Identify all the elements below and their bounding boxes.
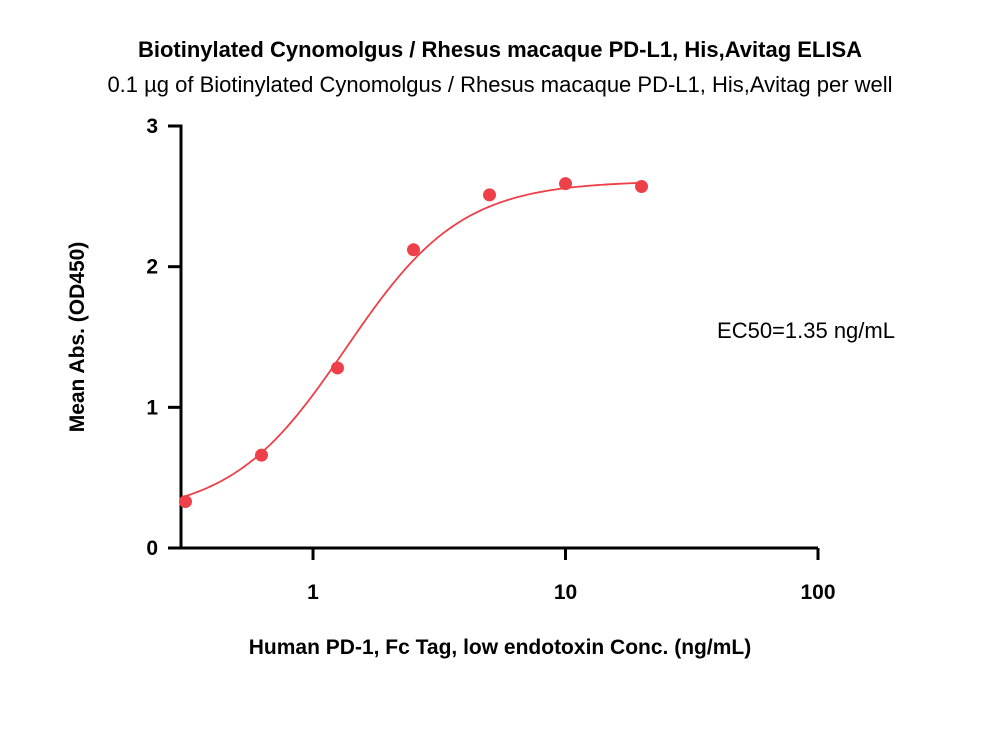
ec50-annotation: EC50=1.35 ng/mL — [717, 318, 895, 343]
x-tick-label: 10 — [554, 581, 577, 604]
data-point — [635, 179, 649, 193]
axes — [179, 124, 818, 550]
y-tick-label: 3 — [146, 115, 158, 138]
y-tick-label: 0 — [146, 537, 158, 560]
data-point — [254, 448, 268, 462]
y-tick-label: 1 — [146, 396, 158, 419]
y-tick-label: 2 — [146, 256, 158, 279]
x-axis-label: Human PD-1, Fc Tag, low endotoxin Conc. … — [249, 636, 751, 659]
chart-subtitle: 0.1 µg of Biotinylated Cynomolgus / Rhes… — [107, 72, 892, 97]
x-tick-label: 100 — [800, 581, 835, 604]
x-tick-label: 1 — [307, 581, 319, 604]
data-point — [559, 177, 573, 191]
y-axis-label: Mean Abs. (OD450) — [66, 242, 89, 433]
data-point — [330, 361, 344, 375]
x-ticks: 1 10 100 — [307, 548, 836, 604]
data-points — [178, 177, 649, 509]
fit-curve — [185, 181, 642, 497]
data-point — [483, 188, 497, 202]
data-point — [406, 243, 420, 257]
y-ticks: 0 1 2 3 — [146, 115, 181, 560]
data-point — [178, 495, 192, 509]
chart-title: Biotinylated Cynomolgus / Rhesus macaque… — [138, 37, 862, 62]
